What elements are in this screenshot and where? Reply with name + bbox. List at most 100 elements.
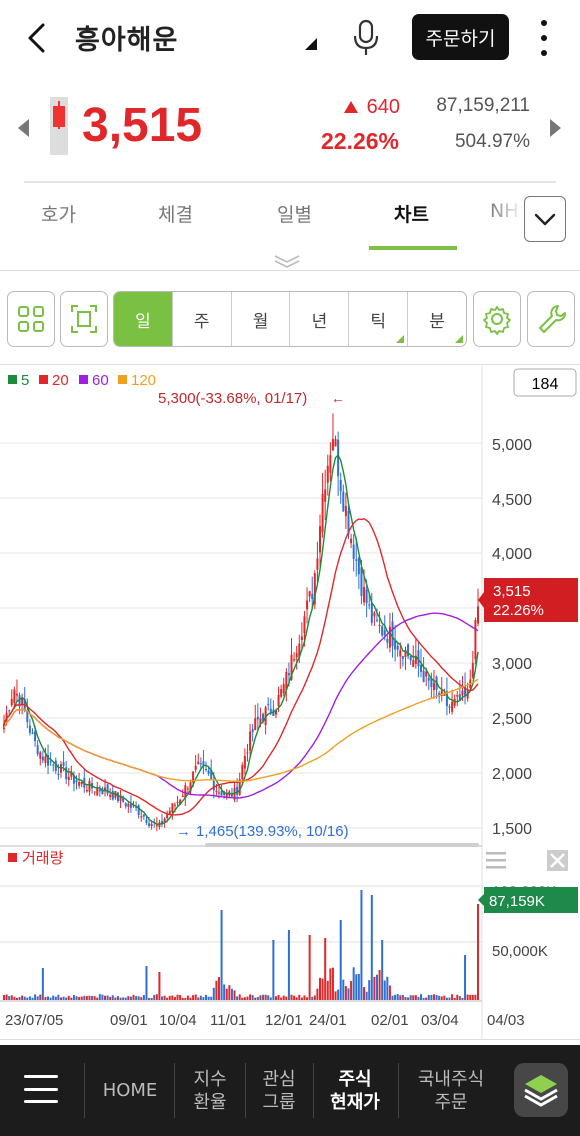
stock-name[interactable]: 흥아해운 — [75, 25, 179, 56]
candle — [430, 678, 433, 688]
volume-bar — [176, 994, 179, 1000]
candle — [251, 729, 254, 733]
volume-bar — [409, 995, 412, 1000]
volume-bar — [334, 991, 337, 1000]
tools-button[interactable] — [527, 291, 575, 347]
candle — [432, 682, 435, 690]
volume-bar — [344, 986, 347, 1000]
candle — [207, 770, 210, 774]
grid-icon — [18, 306, 44, 332]
volume-bar — [161, 996, 163, 1000]
layers-button[interactable] — [514, 1063, 568, 1117]
candle — [47, 755, 50, 766]
settings-button[interactable] — [473, 291, 521, 347]
candle — [78, 782, 81, 786]
volume-bar — [122, 997, 125, 1000]
volume-bar — [83, 995, 86, 1000]
mic-icon[interactable] — [348, 18, 384, 58]
candle — [396, 645, 399, 650]
candle — [409, 656, 412, 661]
focus-button[interactable] — [60, 291, 108, 347]
volume-bar — [422, 997, 425, 1000]
dropdown-icon[interactable] — [305, 38, 317, 50]
next-stock-arrow-icon[interactable] — [550, 119, 561, 137]
volume-bar — [3, 994, 5, 1000]
candle — [93, 791, 96, 793]
candle — [67, 776, 70, 781]
back-icon[interactable] — [22, 20, 52, 56]
period-year[interactable]: 년 — [290, 292, 350, 346]
candle-count-box[interactable] — [513, 368, 577, 397]
tab-hoga[interactable]: 호가 — [41, 204, 76, 226]
candle — [313, 573, 316, 605]
mini-candle-icon — [53, 106, 65, 127]
tab-daily[interactable]: 일별 — [277, 204, 312, 226]
nav-domestic-order[interactable]: 국내주식 주문 — [417, 1068, 485, 1113]
candle — [116, 792, 119, 802]
candle — [52, 764, 55, 766]
ma120-line — [3, 678, 479, 783]
panel-resize-handle[interactable] — [205, 843, 479, 847]
grid-button[interactable] — [7, 291, 55, 347]
tab-chart[interactable]: 차트 — [394, 204, 429, 226]
volume-close-icon[interactable] — [547, 850, 568, 871]
period-week[interactable]: 주 — [173, 292, 232, 346]
order-button[interactable]: 주문하기 — [412, 14, 509, 60]
candle — [254, 718, 257, 731]
tab-more-button[interactable] — [524, 196, 566, 242]
candle — [140, 816, 143, 818]
candle — [417, 650, 420, 667]
volume-bar — [430, 995, 433, 1000]
candle — [386, 638, 389, 643]
collapse-chevron-icon[interactable] — [272, 253, 302, 269]
volume-bar — [57, 994, 60, 1000]
volume-bar — [287, 930, 290, 1000]
up-triangle-icon — [344, 101, 358, 113]
date-tick: 02/01 — [371, 1012, 409, 1029]
period-selector: 일 주 월 년 틱 분 — [113, 291, 467, 347]
volume-bar — [373, 976, 376, 1000]
candle — [422, 670, 425, 682]
price-chart[interactable]: 5 20 60 120 184 5,300(-33.68%, 01/17) ← … — [0, 364, 580, 1044]
nav-separator — [398, 1063, 399, 1118]
nav-watchlist[interactable]: 관심 그룹 — [262, 1068, 296, 1113]
volume-bar — [140, 997, 143, 1000]
volume-bar — [67, 995, 70, 1000]
menu-icon[interactable] — [24, 1075, 58, 1103]
volume-bar — [36, 996, 39, 1000]
volume-bar — [298, 994, 301, 1000]
volume-bar — [119, 997, 122, 1000]
volume-bars — [3, 890, 479, 1000]
candle — [461, 690, 464, 696]
volume-bar — [158, 972, 161, 1000]
period-minute[interactable]: 분 — [408, 292, 466, 346]
volume-bar — [236, 996, 239, 1000]
prev-stock-arrow-icon[interactable] — [18, 119, 29, 137]
period-tick[interactable]: 틱 — [349, 292, 409, 346]
ma120-label: 120 — [131, 372, 156, 389]
volume-bar — [443, 995, 446, 1000]
volume-bar — [306, 997, 309, 1000]
period-day[interactable]: 일 — [114, 292, 173, 346]
nav-home[interactable]: HOME — [102, 1080, 158, 1101]
gear-icon — [483, 306, 511, 335]
candle — [414, 655, 417, 664]
volume-bar — [96, 997, 99, 1000]
period-tick-label: 틱 — [370, 311, 387, 332]
volume-bar — [135, 996, 138, 1000]
tab-trades[interactable]: 체결 — [158, 204, 193, 226]
candle — [39, 752, 42, 759]
candle — [57, 773, 60, 775]
more-icon[interactable] — [534, 20, 554, 56]
nav-current-price[interactable]: 주식 현재가 — [330, 1068, 380, 1113]
period-month[interactable]: 월 — [232, 292, 291, 346]
candle — [65, 767, 68, 780]
volume-bar — [360, 890, 363, 1000]
volume-bar — [363, 987, 366, 1000]
volume-bar — [386, 976, 389, 1000]
volume-menu-icon[interactable] — [486, 852, 506, 869]
nav-index-fx[interactable]: 지수 환율 — [193, 1068, 227, 1113]
candle — [401, 656, 404, 659]
volume-bar — [217, 977, 220, 1000]
volume-bar — [155, 994, 158, 1000]
